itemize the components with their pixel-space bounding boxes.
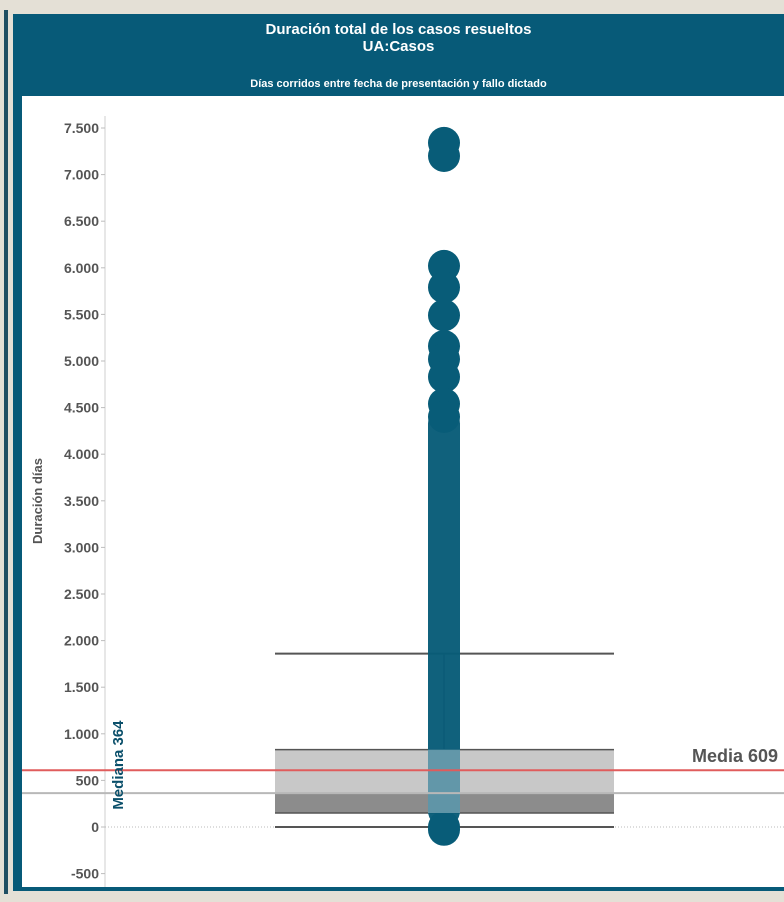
dense-point-column xyxy=(428,407,460,827)
chart-title: Duración total de los casos resueltos xyxy=(265,21,532,38)
chart-note: Días corridos entre fecha de presentació… xyxy=(250,78,547,90)
y-tick-label: 1.500 xyxy=(64,679,99,695)
y-tick-label: 3.000 xyxy=(64,539,99,555)
y-tick-label: 6.000 xyxy=(64,260,99,276)
chart-svg: -500 0 500 1.000 1.500 2.000 2.500 3.000 3.500 4.… xyxy=(22,116,784,887)
y-tick-label: 2.000 xyxy=(64,633,99,649)
mean-label: Media 609 xyxy=(692,746,778,766)
y-axis-title: Duración días xyxy=(30,458,45,544)
y-tick-label: 4.500 xyxy=(64,400,99,416)
y-tick-label: 3.500 xyxy=(64,493,99,509)
plot-area: -500 0 500 1.000 1.500 2.000 2.500 3.000 3.500 4.… xyxy=(22,96,784,887)
y-tick-label: 1.000 xyxy=(64,726,99,742)
left-accent-bar xyxy=(4,10,8,894)
box-overlay-on-column xyxy=(428,749,460,814)
data-point xyxy=(428,299,460,332)
y-tick-label: 5.500 xyxy=(64,306,99,322)
data-point xyxy=(428,813,460,846)
chart-subtitle: UA:Casos xyxy=(362,38,435,55)
data-point xyxy=(428,360,460,393)
y-tick-label: 500 xyxy=(76,772,100,788)
y-tick-label: 7.000 xyxy=(64,167,99,183)
data-point xyxy=(428,271,460,304)
data-point xyxy=(428,400,460,433)
y-tick-label: 7.500 xyxy=(64,120,99,136)
y-tick-label: 6.500 xyxy=(64,213,99,229)
y-tick-label: 5.000 xyxy=(64,353,99,369)
y-tick-label: 0 xyxy=(91,819,99,835)
data-point xyxy=(428,139,460,172)
y-tick-label: 2.500 xyxy=(64,586,99,602)
median-label: Mediana 364 xyxy=(110,720,127,810)
y-tick-label: 4.000 xyxy=(64,446,99,462)
y-tick-label: -500 xyxy=(71,866,99,882)
chart-frame: Duración total de los casos resueltos UA… xyxy=(13,14,784,891)
